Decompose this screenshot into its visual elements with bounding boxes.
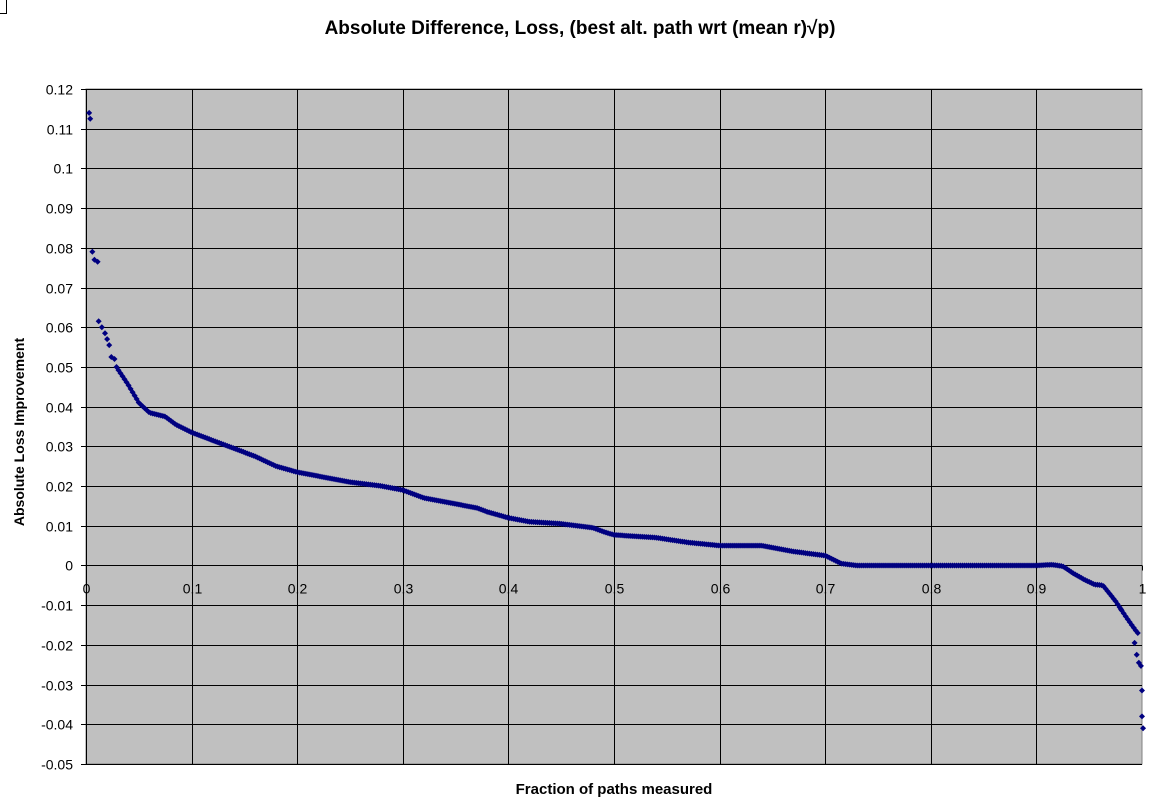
x-tick-label: 0.1 [183,581,203,597]
y-tick-label: 0.05 [46,360,73,376]
x-tick-label: 0 [83,581,91,597]
x-tick-label: 0.2 [288,581,308,597]
y-tick-label: 0.12 [46,82,73,98]
y-tick-label: -0.01 [41,598,73,614]
data-point [1117,606,1124,613]
y-tick-label: -0.04 [41,717,73,733]
chart-title: Absolute Difference, Loss, (best alt. pa… [324,18,836,39]
data-point [86,109,93,116]
data-point [95,318,102,325]
data-point [1133,651,1140,658]
data-point [1137,662,1144,669]
x-tick-label: 0.6 [711,581,731,597]
y-tick-labels: 0.12 0.11 0.1 0.09 0.08 0.07 0.06 0.05 0.04 0.03 0… [41,82,73,773]
x-tick-labels: 0 0.1 0.2 0.3 0.4 0.5 0.6 0.7 0.8 0.9 1 [83,581,1147,597]
data-point [102,330,109,337]
x-tick-label: 0.4 [499,581,519,597]
x-axis-label: Fraction of paths measured [515,781,713,798]
data-point [104,336,111,343]
x-tick-label: 1 [1139,581,1147,597]
y-tick-label: -0.03 [41,678,73,694]
y-tick-label: 0.1 [54,161,74,177]
y-tick-label: 0.03 [46,439,73,455]
y-tick-label: -0.05 [41,757,73,773]
x-tick-label: 0.3 [394,581,414,597]
data-point [1139,687,1145,694]
y-tick-label: 0.11 [47,122,73,138]
x-tick-label: 0.8 [922,581,942,597]
x-tick-label: 0.9 [1027,581,1047,597]
data-point [94,258,101,265]
y-tick-label: -0.02 [41,638,73,654]
data-point [1131,639,1138,646]
x-tick-label: 0.5 [605,581,625,597]
x-tick-label: 0.7 [816,581,836,597]
data-point [89,248,96,255]
y-tick-label: 0.01 [46,519,73,535]
data-point [1134,629,1141,636]
y-tick-label: 0.06 [46,320,73,336]
y-tick-label: 0.02 [46,479,73,495]
grid-lines [86,89,1142,765]
data-points [86,109,1147,732]
data-point [1139,713,1145,720]
data-point [111,356,118,362]
y-tick-label: 0.09 [46,201,73,217]
data-point [98,324,105,331]
data-point [87,115,94,122]
y-tick-label: 0.04 [46,400,73,416]
y-tick-label: 0.07 [46,281,73,297]
corner-mark [0,0,7,14]
data-point [1140,725,1147,732]
y-tick-label: 0.08 [46,241,73,257]
y-tick-label: 0 [65,558,73,574]
data-point [106,342,113,349]
